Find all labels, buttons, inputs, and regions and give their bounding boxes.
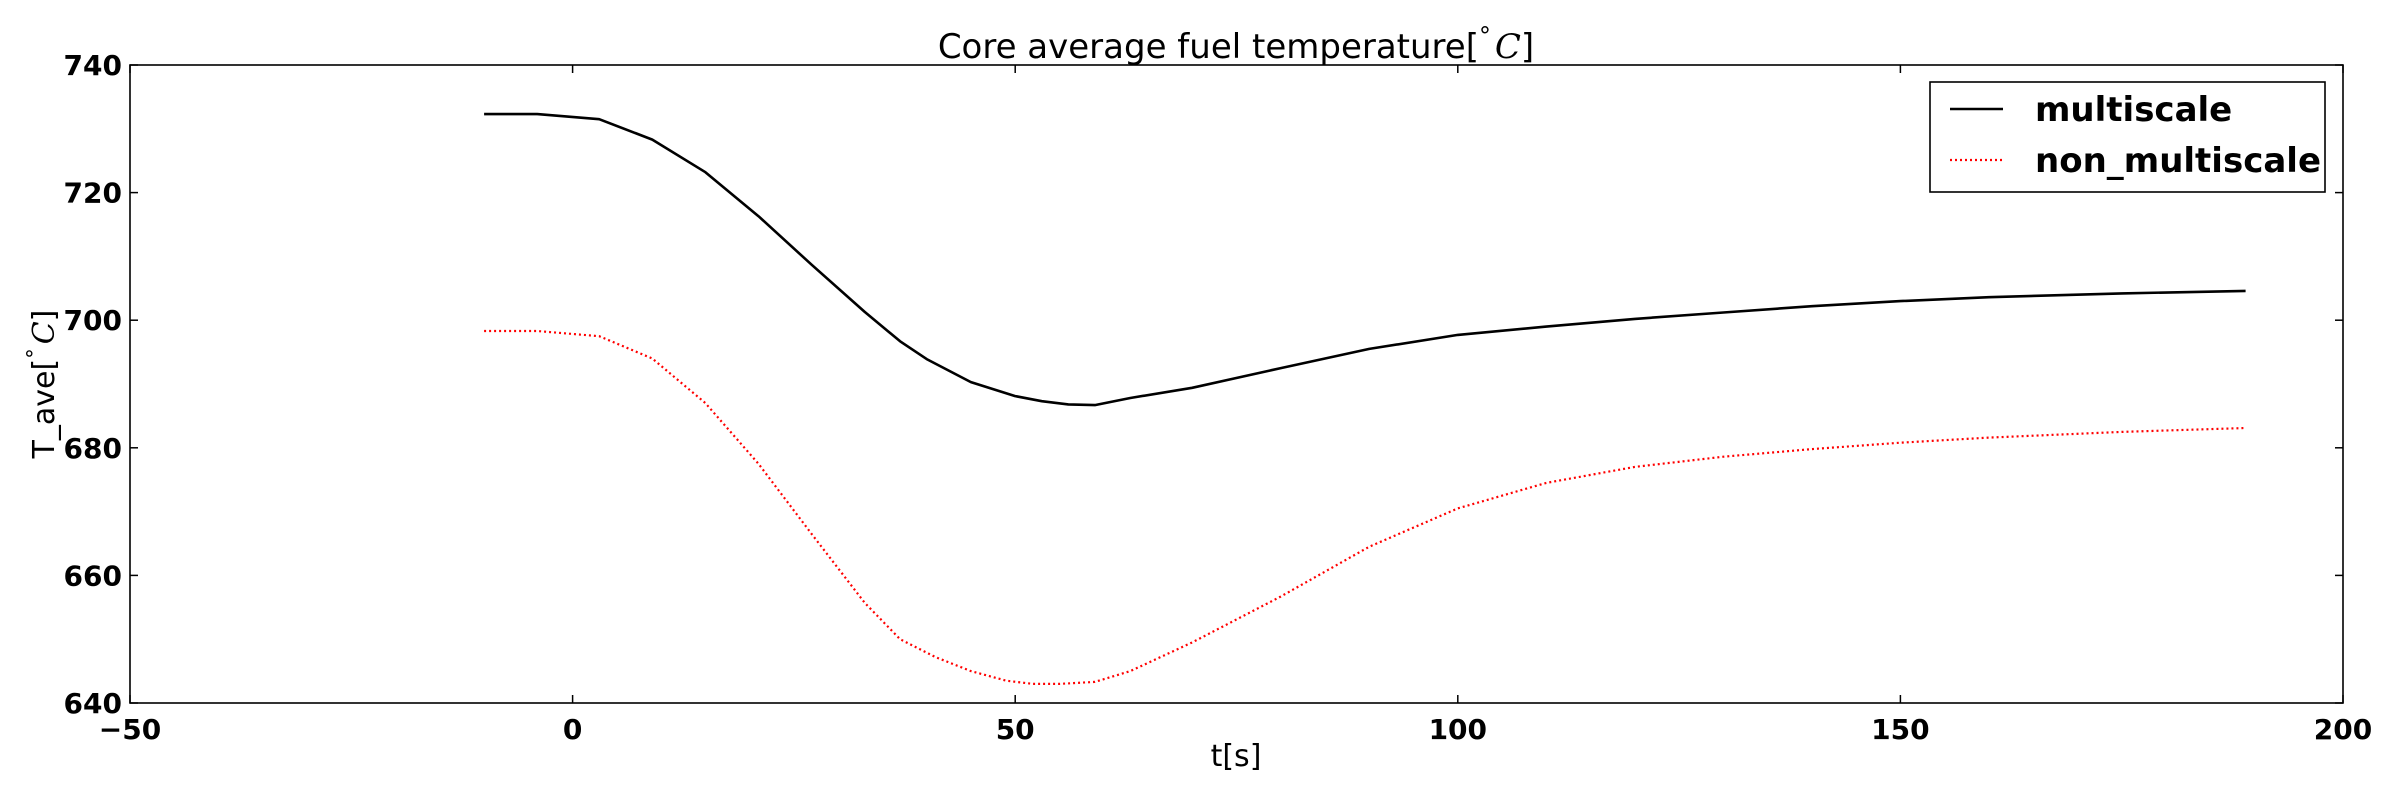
y-tick-label: 700 — [64, 304, 122, 337]
x-axis-label: t[s] — [1211, 739, 1262, 774]
y-tick-label: 680 — [64, 432, 122, 465]
legend: multiscale non_multiscale — [1929, 81, 2326, 193]
x-tick-label: 100 — [1429, 713, 1487, 746]
legend-label-non-multiscale: non_multiscale — [2035, 141, 2321, 181]
series-line-non-multiscale — [484, 329, 2246, 686]
legend-label-multiscale: multiscale — [2035, 90, 2232, 130]
y-tick-label: 640 — [64, 687, 122, 720]
axis-ticks: −50 0 50 100 150 200 640 660 680 700 720 740 — [64, 49, 2373, 746]
y-tick-label: 720 — [64, 177, 122, 210]
x-tick-label: −50 — [99, 713, 161, 746]
y-tick-label: 740 — [64, 49, 122, 82]
chart-title: Core average fuel temperature[° C] — [938, 22, 1534, 67]
plot-marks — [484, 112, 2246, 686]
x-tick-label: 150 — [1871, 713, 1929, 746]
y-axis-label: T_ave[°C] — [23, 310, 62, 460]
x-tick-label: 200 — [2314, 713, 2372, 746]
plot-frame — [129, 64, 2344, 704]
x-tick-label: 50 — [996, 713, 1035, 746]
y-tick-label: 660 — [64, 559, 122, 592]
x-tick-label: 0 — [563, 713, 582, 746]
legend-box — [1929, 81, 2326, 193]
series-line-multiscale — [484, 112, 2246, 407]
